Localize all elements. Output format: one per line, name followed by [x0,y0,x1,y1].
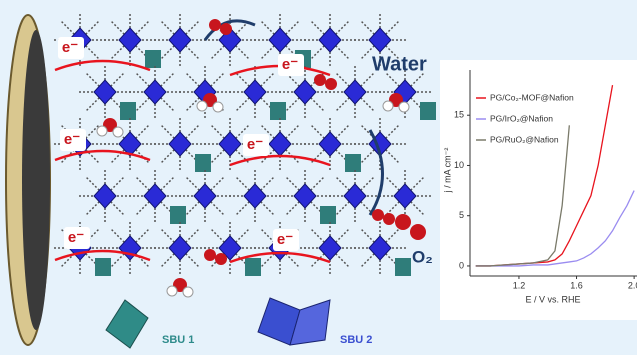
y-tick-label: 10 [454,160,464,170]
sbu1-node [270,102,286,120]
sbu1-node [420,102,436,120]
sbu1-node [320,206,336,224]
legend-label: PG/IrO₂@Nafion [490,113,553,123]
sbu1-node [145,50,161,68]
oxygen-atom [383,213,395,225]
oxygen-atom [215,253,227,265]
electron-label: e⁻ [64,131,80,148]
legend-label: PG/RuO₂@Nafion [490,134,559,144]
electron-label: e⁻ [247,136,263,153]
hydrogen-atom [183,287,193,297]
y-tick-label: 0 [459,260,464,270]
x-tick-label: 1.6 [570,280,583,290]
graphic: e⁻ e⁻ e⁻ e⁻ e⁻ e⁻ Water O₂ SBU 1 SBU 2 0 5 10 15 1.2 1… [0,0,637,355]
y-tick-label: 15 [454,110,464,120]
sbu1-node [170,206,186,224]
sbu1-node [245,258,261,276]
electron-label: e⁻ [68,229,84,246]
water-label: Water [372,53,427,75]
x-tick-label: 1.2 [513,280,526,290]
hydrogen-atom [97,126,107,136]
oxygen-atom [395,214,411,230]
electron-label: e⁻ [62,39,78,56]
oxygen-label: O₂ [412,247,433,266]
x-tick-label: 2.0 [628,280,637,290]
oxygen-atom [372,209,384,221]
x-axis-label: E / V vs. RHE [525,294,580,304]
oxygen-atom [410,224,426,240]
legend-label: PG/Co₂-MOF@Nafion [490,92,574,102]
oxygen-atom [325,78,337,90]
electron-label: e⁻ [277,231,293,248]
sbu1-node [195,154,211,172]
sbu1-node [95,258,111,276]
hydrogen-atom [113,127,123,137]
sbu1-node [395,258,411,276]
electron-label: e⁻ [282,56,298,73]
hydrogen-atom [167,286,177,296]
sbu-label: SBU 1 [162,334,194,346]
sbu1-node [345,154,361,172]
sbu1-node [120,102,136,120]
hydrogen-atom [383,101,393,111]
sbu-label: SBU 2 [340,334,372,346]
oxygen-atom [220,23,232,35]
oxygen-atom [314,74,326,86]
electrode [6,15,50,345]
hydrogen-atom [197,101,207,111]
inset-chart: 0 5 10 15 1.2 1.6 2.0 E / V vs. RHE j / mA cm⁻² P… [440,60,637,320]
oxygen-atom [209,19,221,31]
hydrogen-atom [213,102,223,112]
oxygen-atom [204,249,216,261]
y-axis-label: j / mA cm⁻² [442,148,452,194]
y-tick-label: 5 [459,210,464,220]
hydrogen-atom [399,102,409,112]
